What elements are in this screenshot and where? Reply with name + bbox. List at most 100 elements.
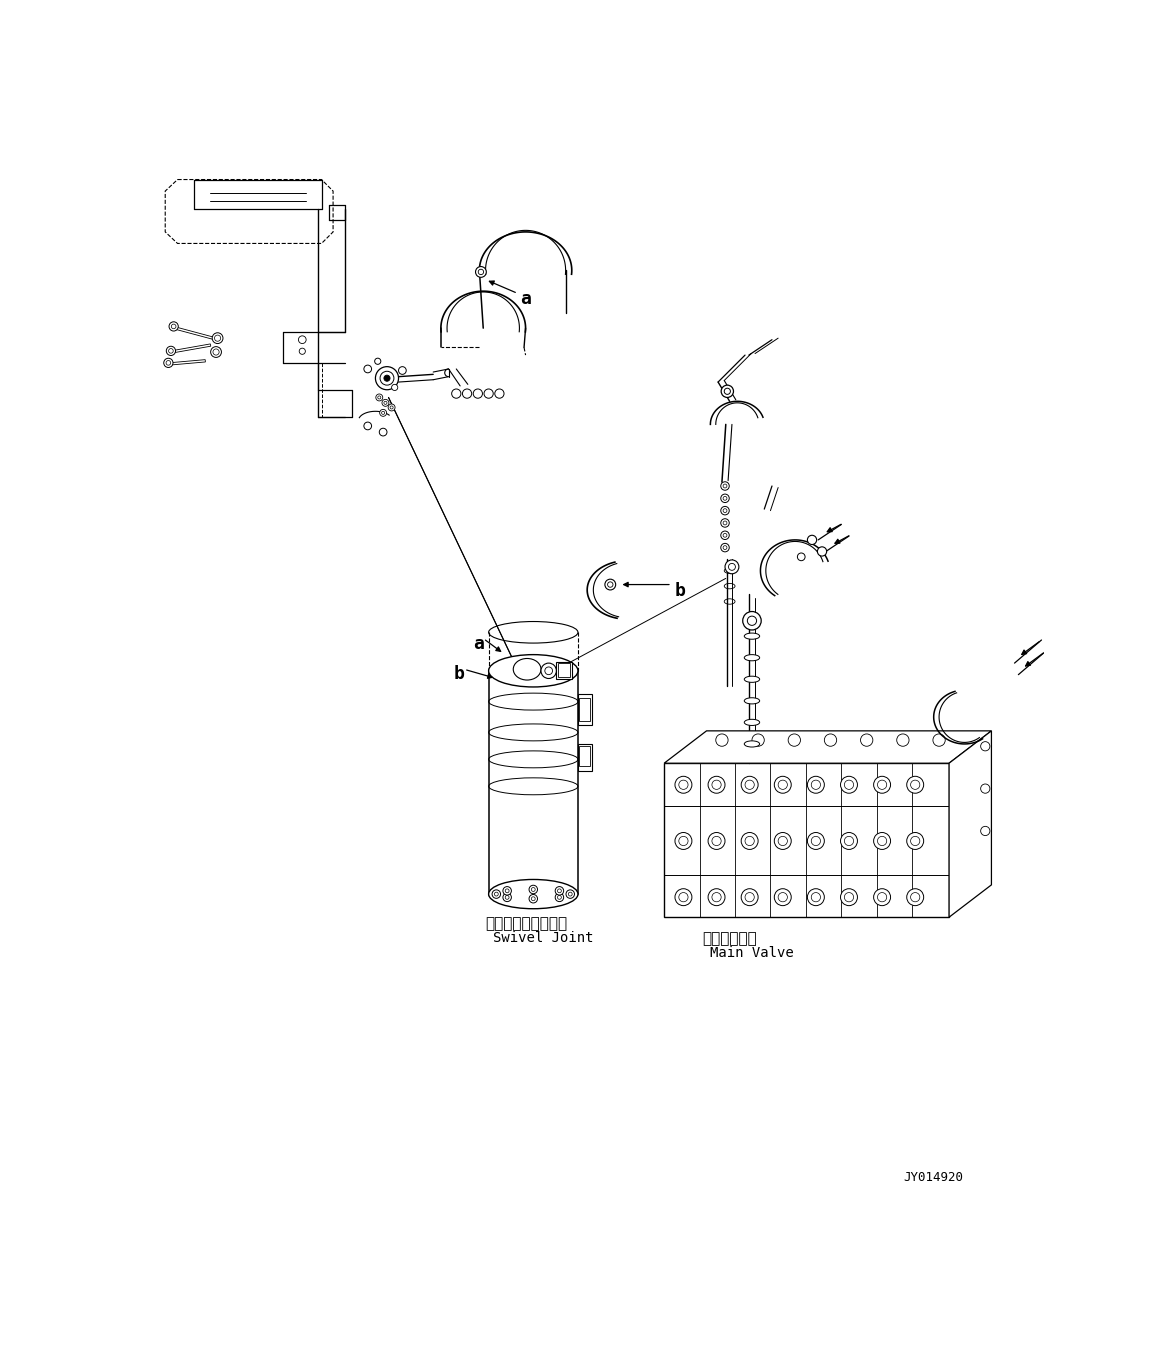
Circle shape [807,776,825,793]
Ellipse shape [488,879,578,909]
Circle shape [741,832,758,850]
Circle shape [529,894,537,902]
Circle shape [841,889,857,905]
Circle shape [725,560,739,573]
Circle shape [364,423,372,430]
Ellipse shape [488,654,578,687]
Circle shape [708,889,725,905]
Circle shape [980,785,990,793]
Circle shape [376,394,383,401]
Circle shape [388,404,395,411]
Bar [558,663,570,678]
Circle shape [775,889,791,905]
Circle shape [476,267,486,278]
Text: b: b [675,583,685,600]
Circle shape [980,827,990,836]
Ellipse shape [744,676,759,683]
Text: JY014920: JY014920 [902,1171,963,1184]
Circle shape [907,776,923,793]
Circle shape [721,531,729,539]
Circle shape [807,832,825,850]
Circle shape [807,535,816,545]
Ellipse shape [744,720,759,725]
Circle shape [675,776,692,793]
Circle shape [392,385,398,390]
Circle shape [169,321,178,331]
Circle shape [807,889,825,905]
Circle shape [484,389,493,398]
Circle shape [721,385,734,397]
Circle shape [566,890,575,898]
Circle shape [675,889,692,905]
Circle shape [907,832,923,850]
Circle shape [841,776,857,793]
Circle shape [721,495,729,503]
Text: Main Valve: Main Valve [711,946,794,961]
Bar [578,744,592,771]
Circle shape [379,409,386,416]
Circle shape [775,832,791,850]
Circle shape [741,776,758,793]
Circle shape [721,507,729,515]
Circle shape [166,347,176,355]
Circle shape [451,389,461,398]
Circle shape [364,364,372,373]
Circle shape [379,428,387,436]
Circle shape [381,400,388,406]
Circle shape [721,519,729,527]
Ellipse shape [744,741,759,747]
Circle shape [721,482,729,491]
Circle shape [708,776,725,793]
Text: スイベルジョイント: スイベルジョイント [485,916,568,931]
Circle shape [841,832,857,850]
Polygon shape [664,730,991,763]
Circle shape [164,358,173,367]
Circle shape [873,889,891,905]
Circle shape [299,348,306,354]
Circle shape [907,889,923,905]
Ellipse shape [744,654,759,661]
Circle shape [494,389,504,398]
Circle shape [743,611,762,630]
Circle shape [741,889,758,905]
Circle shape [873,832,891,850]
Polygon shape [171,344,211,354]
Circle shape [299,336,306,344]
Circle shape [980,741,990,751]
Bar [579,747,591,767]
Text: Swivel Joint: Swivel Joint [493,931,594,944]
Bar [578,694,592,725]
Circle shape [374,358,380,364]
Circle shape [376,367,399,390]
Circle shape [492,890,500,898]
Circle shape [675,832,692,850]
Polygon shape [169,359,206,364]
Ellipse shape [744,633,759,640]
Circle shape [605,579,615,589]
Bar [664,763,949,917]
Text: a: a [520,290,531,308]
Circle shape [211,347,221,358]
Circle shape [555,886,564,896]
Bar [556,661,572,679]
Circle shape [541,663,556,679]
Circle shape [721,543,729,551]
Circle shape [463,389,472,398]
Circle shape [384,375,390,381]
Circle shape [798,553,805,561]
Ellipse shape [744,698,759,703]
Circle shape [473,389,483,398]
Circle shape [555,893,564,901]
Circle shape [775,776,791,793]
Circle shape [502,893,512,901]
Circle shape [873,776,891,793]
Polygon shape [949,730,991,917]
Circle shape [818,547,827,556]
Text: a: a [473,634,484,653]
Bar [579,698,591,721]
Circle shape [502,886,512,896]
Circle shape [529,885,537,894]
Circle shape [212,333,223,344]
Text: b: b [454,665,465,683]
Polygon shape [173,327,215,340]
